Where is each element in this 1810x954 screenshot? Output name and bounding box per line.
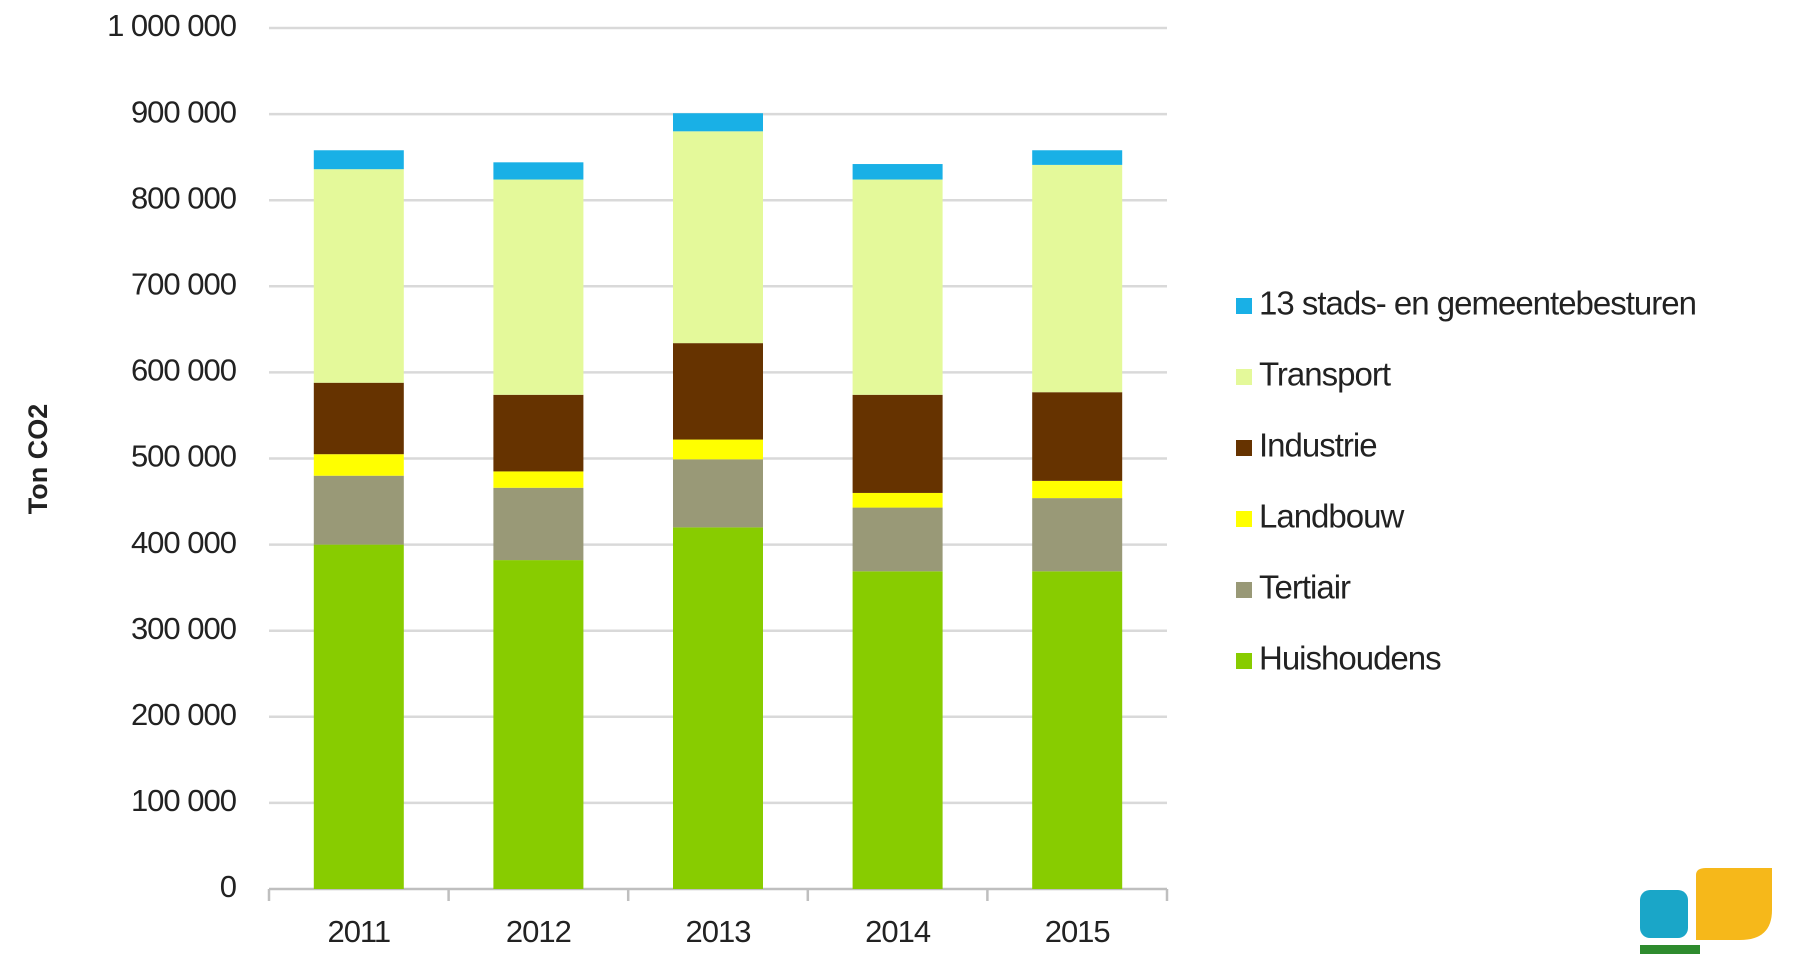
- bar-segment: [493, 471, 584, 488]
- bar-segment: [673, 343, 763, 440]
- legend-swatch: [1236, 440, 1252, 456]
- x-tick-label: 2012: [506, 914, 571, 949]
- legend-swatch: [1236, 298, 1252, 314]
- bar-segment: [313, 382, 404, 455]
- y-tick-label: 800 000: [131, 180, 237, 215]
- bar-segment: [852, 179, 943, 395]
- legend-label: Landbouw: [1259, 498, 1404, 535]
- bar-segment: [493, 179, 584, 395]
- y-tick-label: 700 000: [131, 266, 237, 301]
- bar-segment: [1032, 392, 1123, 481]
- legend-swatch: [1236, 511, 1252, 527]
- bar-segment: [852, 571, 943, 889]
- bar-segment: [673, 131, 763, 344]
- y-axis-label: Ton CO2: [23, 404, 53, 515]
- y-tick-label: 200 000: [131, 697, 237, 732]
- y-tick-label: 0: [220, 869, 237, 904]
- bar-segment: [1032, 164, 1123, 393]
- legend-label: Huishoudens: [1259, 640, 1441, 677]
- x-tick-label: 2015: [1045, 914, 1110, 949]
- bar-segment: [852, 507, 943, 572]
- bar-segment: [673, 459, 763, 528]
- bar-segment: [673, 113, 763, 132]
- bar-segment: [1032, 150, 1123, 165]
- bar-segment: [313, 169, 404, 383]
- x-tick-label: 2011: [327, 914, 390, 949]
- bar-segment: [852, 492, 943, 508]
- x-tick-label: 2013: [686, 914, 751, 949]
- bar-segment: [493, 560, 584, 889]
- bar-segment: [313, 454, 404, 476]
- y-tick-label: 500 000: [131, 439, 237, 474]
- x-tick-label: 2014: [865, 914, 931, 949]
- bar-segment: [313, 544, 404, 889]
- legend-label: Tertiair: [1259, 569, 1351, 606]
- legend-label: Industrie: [1259, 427, 1377, 464]
- y-tick-label: 1 000 000: [107, 8, 237, 43]
- y-tick-label: 900 000: [131, 94, 237, 129]
- y-tick-label: 100 000: [131, 783, 237, 818]
- legend-swatch: [1236, 369, 1252, 385]
- bar-segment: [493, 487, 584, 561]
- bar-segment: [493, 162, 584, 180]
- y-tick-label: 600 000: [131, 353, 237, 388]
- bar-segment: [493, 394, 584, 472]
- bar-segment: [313, 150, 404, 170]
- bar-segment: [1032, 571, 1123, 889]
- bar-segment: [1032, 480, 1123, 499]
- y-tick-label: 400 000: [131, 525, 237, 560]
- bar-segment: [852, 394, 943, 493]
- bar-segment: [313, 475, 404, 545]
- legend-label: 13 stads- en gemeentebesturen: [1259, 285, 1696, 322]
- logo: [1640, 868, 1772, 954]
- legend-swatch: [1236, 582, 1252, 598]
- bar-segment: [673, 527, 763, 889]
- bar-segment: [1032, 498, 1123, 572]
- bar-segment: [673, 439, 763, 460]
- y-tick-label: 300 000: [131, 611, 237, 646]
- legend-label: Transport: [1259, 356, 1391, 393]
- legend-swatch: [1236, 653, 1252, 669]
- bar-segment: [852, 164, 943, 180]
